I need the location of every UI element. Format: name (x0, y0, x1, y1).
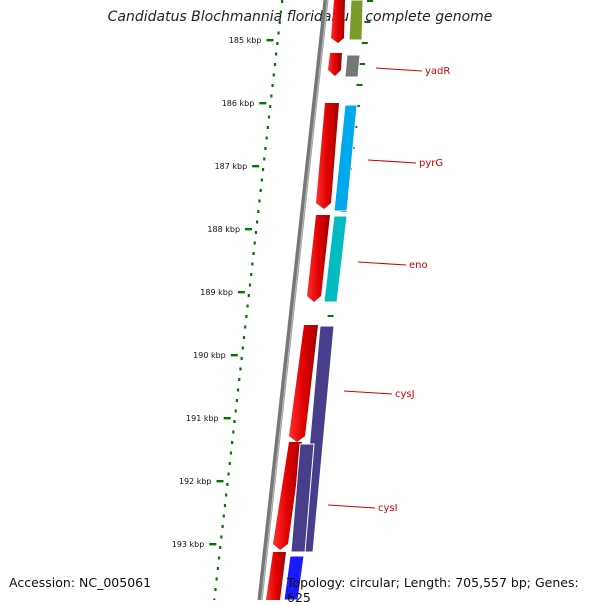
kbp-tick-mark (266, 39, 274, 42)
gc-content-ring (213, 0, 284, 600)
gene-block (333, 104, 358, 212)
gene-label: cysI (378, 503, 398, 514)
kbp-tick-label: 189 kbp (200, 288, 233, 297)
cds-block (266, 552, 286, 600)
gene-block (344, 54, 361, 78)
cds-block (316, 103, 339, 209)
gene-leader-line (327, 504, 376, 509)
kbp-tick-mark (223, 417, 231, 420)
kbp-tick-label: 193 kbp (172, 540, 205, 549)
gene-block (348, 0, 364, 41)
kbp-tick-mark (252, 165, 260, 168)
cds-block (331, 0, 345, 43)
kbp-tick-mark (216, 480, 224, 483)
kbp-tick-label: 191 kbp (186, 414, 219, 423)
gene-leader-line (357, 261, 407, 266)
gene-label: cysJ (395, 389, 415, 400)
gene-labels: yadR pyrG eno cysJ cysI (327, 66, 450, 514)
gene-blocks (283, 0, 364, 600)
topology-label: Topology: circular; Length: 705,557 bp; … (287, 575, 579, 605)
kbp-tick-mark (259, 102, 267, 105)
kbp-tick-mark (230, 354, 238, 357)
gene-label: yadR (425, 66, 450, 77)
cds-forward-strand (266, 0, 345, 600)
kbp-tick-label: 187 kbp (215, 162, 248, 171)
cds-block (289, 325, 318, 442)
kbp-tick-mark (237, 291, 245, 294)
kbp-tick-label: 192 kbp (179, 477, 212, 486)
accession-label: Accession: NC_005061 (9, 575, 152, 590)
kbp-ticks: 185 kbp 186 kbp 187 kbp 188 kbp 189 kbp 190 k… (172, 36, 274, 549)
genome-backbone (257, 0, 329, 600)
gene-leader-line (367, 159, 417, 164)
gene-block (290, 443, 315, 553)
map-title: Candidatus Blochmannia floridanus, compl… (107, 9, 493, 25)
kbp-tick-mark (209, 543, 217, 546)
kbp-tick-mark (245, 228, 253, 231)
gene-block (283, 555, 305, 600)
gene-block (323, 215, 348, 303)
gene-leader-line (343, 390, 393, 395)
kbp-tick-label: 185 kbp (229, 36, 262, 45)
cds-block (328, 53, 342, 76)
cds-block (307, 215, 330, 302)
gene-leader-line (375, 67, 423, 72)
gene-label: pyrG (419, 158, 443, 169)
kbp-tick-label: 186 kbp (222, 99, 255, 108)
cds-block (273, 442, 302, 550)
gene-label: eno (409, 260, 428, 271)
kbp-tick-label: 188 kbp (207, 225, 240, 234)
kbp-tick-label: 190 kbp (193, 351, 226, 360)
